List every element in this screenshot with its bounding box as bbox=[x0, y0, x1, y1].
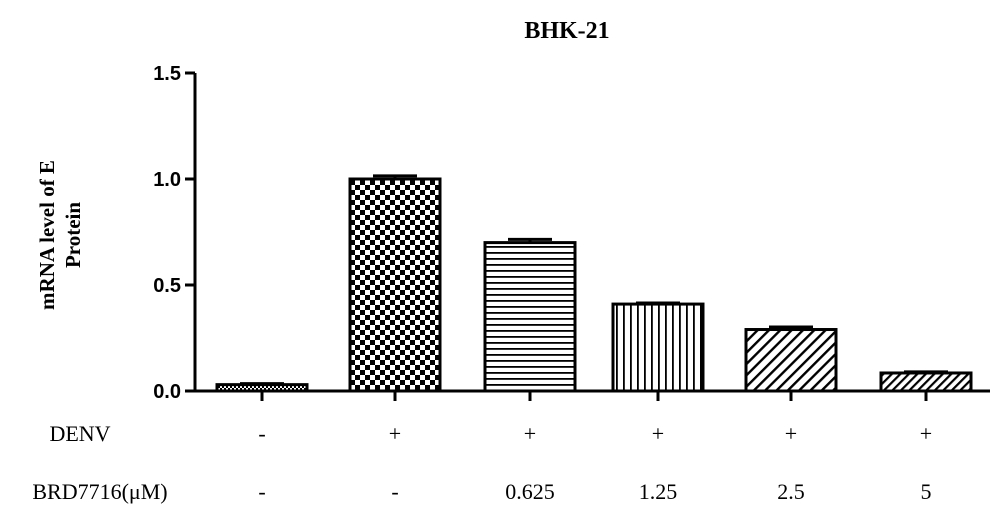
condition-value: + bbox=[389, 421, 401, 446]
condition-value: 2.5 bbox=[777, 479, 805, 504]
bar bbox=[483, 241, 577, 393]
condition-value: 1.25 bbox=[639, 479, 678, 504]
condition-value: 5 bbox=[921, 479, 932, 504]
condition-row-label: BRD7716(μM) bbox=[32, 479, 167, 504]
y-axis-label-line-1: mRNA level of E bbox=[35, 160, 59, 310]
bar bbox=[879, 371, 973, 393]
condition-value: + bbox=[785, 421, 797, 446]
condition-value: - bbox=[391, 479, 398, 504]
condition-value: + bbox=[524, 421, 536, 446]
condition-row-label: DENV bbox=[49, 421, 110, 446]
y-axis-title: mRNA level of E Protein bbox=[35, 160, 85, 310]
bars-group bbox=[215, 174, 973, 393]
y-tick-label: 1.5 bbox=[153, 63, 181, 85]
y-tick-label: 0.0 bbox=[153, 381, 181, 403]
bar bbox=[744, 328, 838, 393]
condition-rows: DENV - + + + + + BRD7716(μM) - - 0.625 1.25 2.5 5 bbox=[32, 421, 932, 504]
chart-title: BHK-21 bbox=[524, 18, 609, 44]
condition-value: + bbox=[920, 421, 932, 446]
condition-value: - bbox=[258, 421, 265, 446]
bar bbox=[611, 302, 705, 393]
condition-value: 0.625 bbox=[505, 479, 555, 504]
y-tick-label: 0.5 bbox=[153, 275, 181, 297]
condition-value: + bbox=[652, 421, 664, 446]
condition-value: - bbox=[258, 479, 265, 504]
y-tick-label: 1.0 bbox=[153, 169, 181, 191]
y-axis-label-line-2: Protein bbox=[61, 202, 85, 268]
y-axis: 0.0 0.5 1.0 1.5 bbox=[153, 63, 197, 403]
x-axis bbox=[195, 389, 990, 401]
bar bbox=[348, 177, 442, 393]
